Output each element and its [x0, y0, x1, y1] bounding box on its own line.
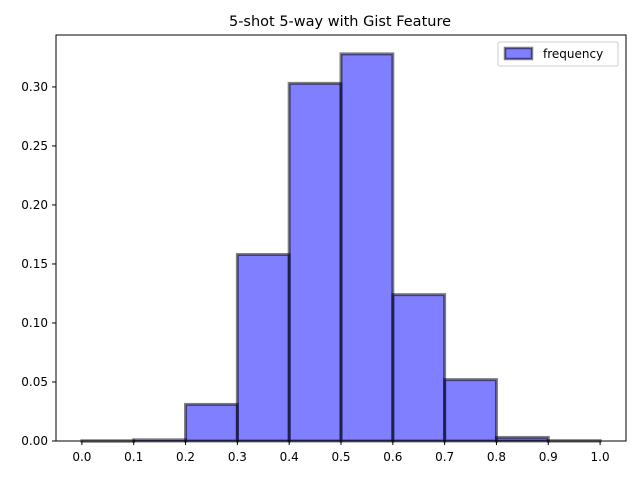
x-tick-label: 0.0 — [72, 450, 91, 464]
y-tick-label: 0.15 — [21, 257, 48, 271]
y-tick-label: 0.10 — [21, 316, 48, 330]
histogram-bar — [235, 253, 291, 443]
histogram-bar — [391, 293, 447, 443]
histogram-bar — [287, 81, 343, 443]
x-tick-label: 0.5 — [331, 450, 350, 464]
y-tick-label: 0.30 — [21, 80, 48, 94]
y-tick-label: 0.05 — [21, 375, 48, 389]
histogram-bar — [494, 435, 550, 443]
x-tick-label: 0.3 — [228, 450, 247, 464]
y-tick-label: 0.20 — [21, 198, 48, 212]
x-tick-label: 0.8 — [487, 450, 506, 464]
x-tick-label: 0.2 — [176, 450, 195, 464]
histogram-bar — [339, 52, 395, 443]
legend-label-frequency: frequency — [543, 47, 603, 61]
y-axis: 0.00 0.05 0.10 0.15 0.20 0.25 0.30 — [21, 80, 56, 448]
legend-swatch — [503, 46, 534, 61]
x-tick-label: 0.9 — [539, 450, 558, 464]
bars-group — [80, 52, 602, 443]
x-tick-label: 0.1 — [124, 450, 143, 464]
legend: frequency — [497, 41, 619, 67]
x-tick-label: 1.0 — [591, 450, 610, 464]
x-tick-label: 0.7 — [435, 450, 454, 464]
histogram-bar — [443, 378, 498, 443]
histogram-bar — [184, 402, 239, 443]
x-tick-label: 0.6 — [383, 450, 402, 464]
chart-title: 5-shot 5-way with Gist Feature — [229, 14, 451, 30]
x-tick-label: 0.4 — [280, 450, 299, 464]
y-tick-label: 0.00 — [21, 434, 48, 448]
y-tick-label: 0.25 — [21, 139, 48, 153]
x-axis: 0.0 0.1 0.2 0.3 0.4 0.5 0.6 0.7 0.8 0.9 1.0 — [72, 441, 610, 464]
